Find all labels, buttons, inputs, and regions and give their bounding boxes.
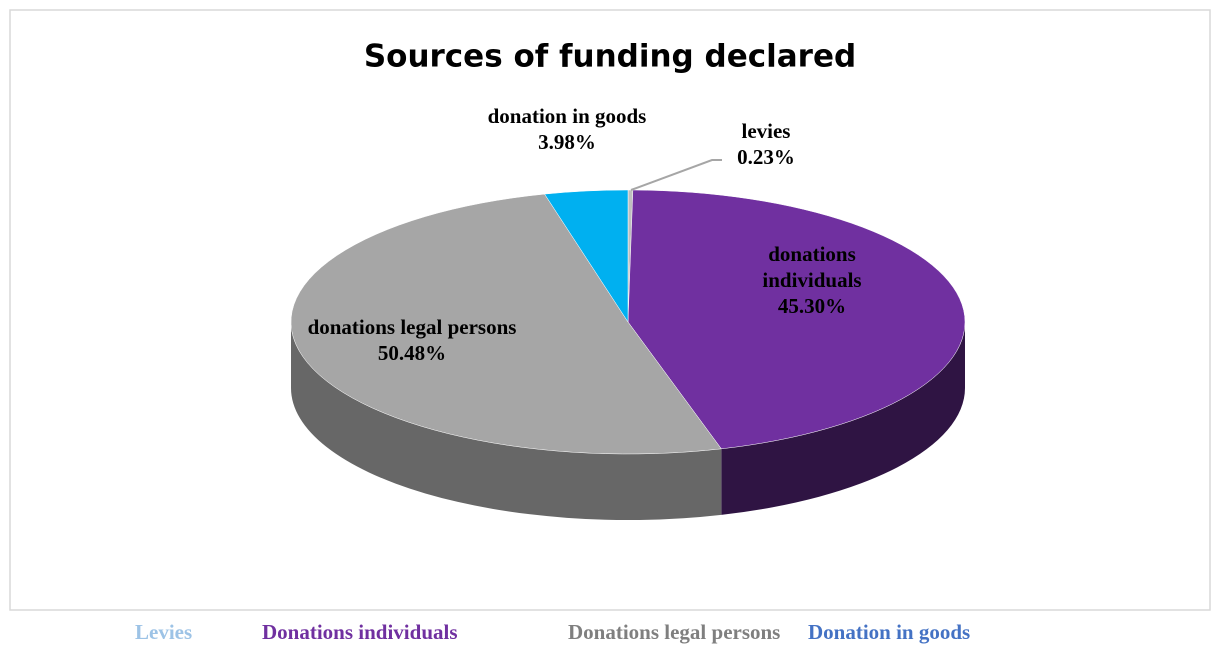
legend-entry: Donations individuals bbox=[262, 620, 458, 644]
data-label: donations individuals 45.30% bbox=[717, 241, 907, 319]
legend-entry: Donation in goods bbox=[808, 620, 971, 644]
data-label-name: levies bbox=[741, 119, 791, 143]
pie-slice bbox=[627, 189, 966, 450]
leader-line bbox=[630, 159, 722, 191]
legend-entry: Levies bbox=[135, 620, 193, 644]
data-label-name: donations legal persons bbox=[307, 315, 517, 339]
data-label: donation in goods 3.98% bbox=[482, 103, 652, 155]
data-label-name: donation in goods bbox=[487, 104, 647, 128]
data-label: donations legal persons 50.48% bbox=[297, 314, 527, 366]
pie-slice bbox=[544, 189, 629, 323]
data-label-value: 0.23% bbox=[737, 145, 795, 169]
chart-title: Sources of funding declared bbox=[364, 39, 856, 75]
data-label-value: 50.48% bbox=[377, 341, 447, 365]
legend-entry: Donations legal persons bbox=[568, 620, 781, 644]
pie-slice-side bbox=[291, 322, 722, 521]
data-label-value: 3.98% bbox=[538, 130, 596, 154]
data-label-name: donations individuals bbox=[762, 242, 862, 292]
pie-slice-side bbox=[721, 322, 965, 515]
pie-slice bbox=[290, 193, 722, 455]
data-label: levies 0.23% bbox=[706, 118, 826, 170]
data-label-value: 45.30% bbox=[777, 294, 847, 318]
